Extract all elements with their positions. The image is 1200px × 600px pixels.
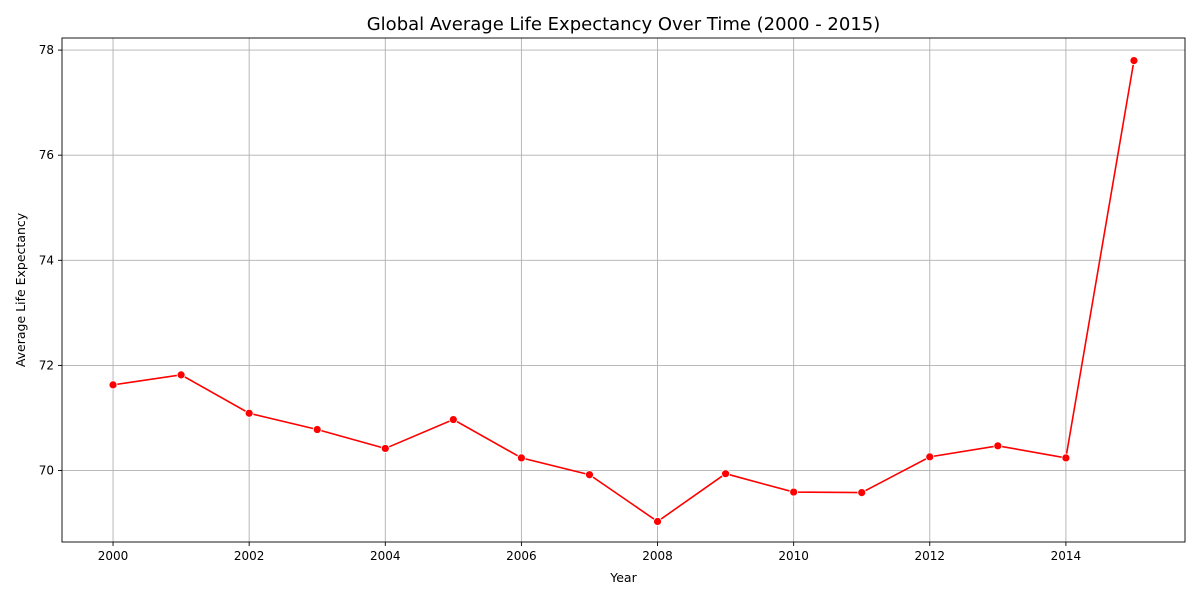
y-tick-label: 72 — [39, 358, 54, 372]
data-point — [721, 469, 730, 479]
y-tick-label: 74 — [39, 253, 54, 267]
x-tick-label: 2010 — [778, 549, 809, 563]
x-axis-label: Year — [609, 570, 637, 585]
y-tick-label: 76 — [39, 148, 54, 162]
gridlines — [62, 38, 1185, 542]
axes-frame — [61, 37, 1186, 543]
x-tick-label: 2004 — [370, 549, 401, 563]
data-point — [517, 453, 526, 463]
data-point — [993, 441, 1003, 451]
chart-title: Global Average Life Expectancy Over Time… — [367, 14, 881, 35]
data-point — [789, 487, 799, 497]
data-point — [176, 370, 186, 380]
data-point — [1061, 453, 1071, 463]
x-tick-label: 2008 — [642, 549, 673, 563]
data-point — [585, 470, 594, 480]
x-axis-ticks: 2000 2002 2004 2006 2008 2010 2012 2014 — [98, 542, 1081, 563]
data-point — [448, 415, 458, 424]
y-axis-label: Average Life Expectancy — [13, 212, 28, 367]
x-tick-label: 2006 — [506, 549, 537, 563]
data-point — [380, 444, 390, 453]
x-tick-label: 2012 — [914, 549, 945, 563]
series-line — [112, 60, 1135, 523]
data-point — [312, 425, 322, 434]
y-axis-ticks: 70 72 74 76 78 — [39, 43, 62, 478]
y-tick-label: 78 — [39, 43, 54, 57]
data-point — [108, 380, 118, 390]
y-tick-label: 70 — [39, 464, 54, 478]
data-point — [857, 488, 867, 497]
x-tick-label: 2002 — [234, 549, 265, 563]
data-point — [1129, 56, 1139, 65]
data-point — [925, 452, 935, 462]
data-point — [653, 517, 662, 526]
data-point — [244, 408, 254, 418]
series-layer — [108, 56, 1139, 526]
x-tick-label: 2000 — [98, 549, 129, 563]
x-tick-label: 2014 — [1051, 549, 1082, 563]
